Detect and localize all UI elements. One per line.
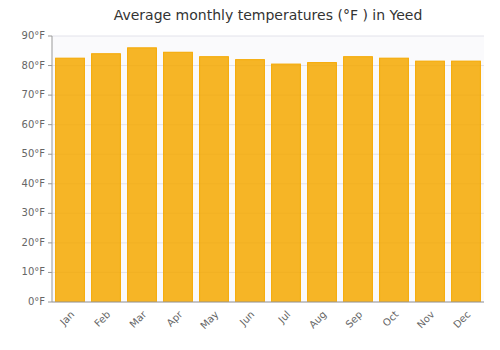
x-tick-label: Jan: [57, 309, 76, 328]
x-tick-label: Jun: [237, 309, 257, 329]
x-tick-label: Nov: [415, 309, 437, 331]
y-axis: 0°F 10°F 20°F 30°F 40°F 50°F 60°F 70°F 80°F 90°F: [22, 30, 52, 307]
title: Average monthly temperatures (°F ) in Ye…: [114, 7, 423, 23]
x-tick-label: Aug: [307, 309, 329, 331]
bar: [92, 54, 121, 302]
y-tick-label: 90°F: [22, 30, 46, 41]
y-tick-label: 0°F: [28, 296, 45, 307]
y-tick-label: 10°F: [22, 266, 46, 277]
grid-line: [52, 302, 484, 303]
bar: [272, 64, 301, 302]
x-tick-label: Sep: [343, 309, 364, 330]
bar: [380, 58, 409, 302]
grid-line: [52, 36, 484, 37]
chart-container: 0°F 10°F 20°F 30°F 40°F 50°F 60°F 70°F 80°F 90°F J…: [0, 0, 500, 350]
y-tick: [48, 213, 52, 214]
y-tick: [48, 242, 52, 243]
y-tick-label: 80°F: [22, 60, 46, 71]
y-tick-label: 30°F: [22, 207, 46, 218]
x-tick-label: Jul: [275, 309, 292, 326]
y-tick: [48, 302, 52, 303]
x-tick-label: May: [198, 309, 220, 331]
bar: [128, 48, 157, 302]
plot-background: [52, 36, 484, 302]
bar: [344, 57, 373, 302]
x-tick-label: Mar: [127, 308, 149, 330]
grid: [52, 36, 484, 302]
y-tick: [48, 124, 52, 125]
x-tick-label: Apr: [164, 308, 185, 329]
chart-svg: 0°F 10°F 20°F 30°F 40°F 50°F 60°F 70°F 80°F 90°F J…: [0, 0, 500, 350]
bars: [56, 48, 481, 302]
x-tick-label: Feb: [92, 309, 112, 329]
y-tick-label: 60°F: [22, 119, 46, 130]
bar: [164, 52, 193, 302]
x-axis-line: [52, 302, 484, 303]
y-tick-label: 70°F: [22, 89, 46, 100]
x-axis: Jan Feb Mar Apr May Jun Jul Aug Sep Oct Nov Dec: [57, 308, 472, 331]
bar: [56, 58, 85, 302]
bar: [452, 61, 481, 302]
y-tick: [48, 183, 52, 184]
y-tick-label: 20°F: [22, 237, 46, 248]
bar: [308, 63, 337, 302]
y-tick: [48, 95, 52, 96]
bar: [236, 60, 265, 302]
x-tick-label: Oct: [380, 309, 400, 329]
y-tick: [48, 65, 52, 66]
x-tick-label: Dec: [451, 309, 472, 330]
y-tick-label: 40°F: [22, 178, 46, 189]
bar: [416, 61, 445, 302]
y-tick: [48, 36, 52, 37]
y-axis-line: [52, 36, 53, 302]
y-tick: [48, 154, 52, 155]
bar: [200, 57, 229, 302]
y-tick-label: 50°F: [22, 148, 46, 159]
y-tick: [48, 272, 52, 273]
